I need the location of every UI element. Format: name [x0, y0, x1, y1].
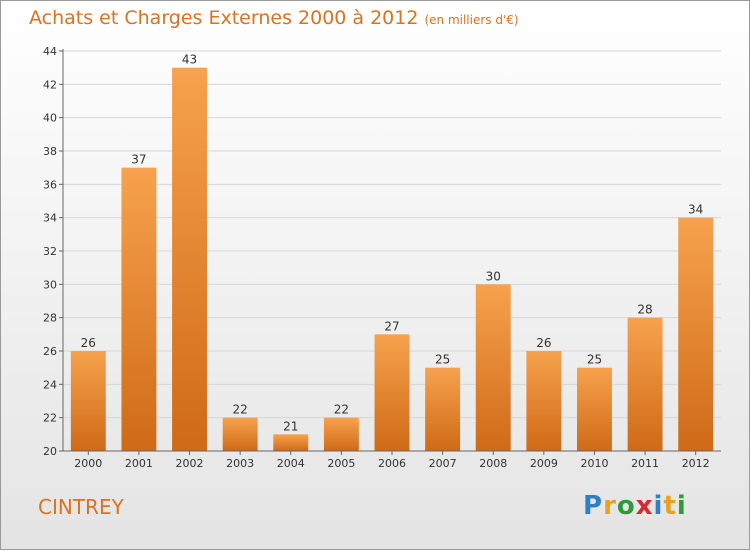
bar — [678, 217, 714, 451]
data-label: 22 — [334, 403, 349, 417]
bar — [627, 317, 663, 451]
bar — [323, 417, 359, 451]
data-label: 22 — [233, 403, 248, 417]
y-tick-label: 38 — [43, 145, 57, 158]
bar — [374, 334, 410, 451]
bar — [273, 434, 309, 451]
chart-title: Achats et Charges Externes 2000 à 2012 (e… — [29, 7, 519, 29]
y-tick-label: 28 — [43, 312, 57, 325]
bars: 26 37 43 22 21 22 27 25 30 26 25 28 34 — [70, 53, 714, 452]
y-tick-label: 30 — [43, 278, 57, 291]
y-tick-label: 40 — [43, 112, 57, 125]
x-tick-label: 2005 — [327, 457, 355, 470]
x-tick-label: 2002 — [176, 457, 204, 470]
data-label: 28 — [637, 303, 652, 317]
logo-letter: r — [603, 491, 617, 521]
data-label: 30 — [486, 269, 501, 283]
y-tick-label: 32 — [43, 245, 57, 258]
x-tick-label: 2006 — [378, 457, 406, 470]
x-tick-label: 2011 — [631, 457, 659, 470]
y-tick-label: 36 — [43, 178, 57, 191]
y-tick-label: 22 — [43, 412, 57, 425]
bar — [121, 167, 157, 451]
y-tick-label: 20 — [43, 445, 57, 458]
logo-letter: P — [583, 491, 604, 521]
data-label: 26 — [81, 336, 96, 350]
y-tick-label: 34 — [43, 212, 57, 225]
data-label: 21 — [283, 419, 298, 433]
data-label: 26 — [536, 336, 551, 350]
y-tick-label: 24 — [43, 378, 57, 391]
data-label: 43 — [182, 53, 197, 67]
bar — [222, 417, 258, 451]
y-tick-label: 26 — [43, 345, 57, 358]
x-tick-label: 2007 — [429, 457, 457, 470]
y-axis: 20 22 24 26 28 30 32 34 36 38 40 42 44 — [43, 45, 64, 458]
x-tick-label: 2003 — [226, 457, 254, 470]
x-tick-label: 2012 — [682, 457, 710, 470]
x-tick-label: 2010 — [580, 457, 608, 470]
bar — [576, 367, 612, 451]
data-label: 27 — [384, 319, 399, 333]
x-tick-label: 2000 — [74, 457, 102, 470]
logo-letter: i — [653, 491, 664, 521]
logo-letter: i — [676, 491, 687, 521]
x-tick-label: 2009 — [530, 457, 558, 470]
commune-name: CINTREY — [38, 495, 124, 519]
bar — [475, 284, 511, 451]
x-axis: 2000 2001 2002 2003 2004 2005 2006 2007 2008 2009… — [63, 450, 721, 470]
data-label: 25 — [587, 353, 602, 367]
data-label: 34 — [688, 203, 703, 217]
chart-subtitle: (en milliers d'€) — [424, 13, 519, 27]
y-tick-label: 42 — [43, 78, 57, 91]
y-tick-label: 44 — [43, 45, 57, 58]
bar — [70, 351, 106, 451]
x-tick-label: 2008 — [479, 457, 507, 470]
x-tick-label: 2004 — [277, 457, 305, 470]
logo-letter: x — [635, 491, 654, 521]
x-tick-label: 2001 — [125, 457, 153, 470]
bar — [526, 351, 562, 451]
title-text: Achats et Charges Externes 2000 à 2012 — [29, 7, 419, 29]
bar — [425, 367, 461, 451]
data-label: 25 — [435, 353, 450, 367]
logo-letter: o — [616, 491, 636, 521]
bar — [172, 67, 208, 452]
logo-letter: t — [663, 491, 677, 521]
data-label: 37 — [131, 153, 146, 167]
proxiti-logo[interactable]: Proxiti — [583, 491, 687, 521]
